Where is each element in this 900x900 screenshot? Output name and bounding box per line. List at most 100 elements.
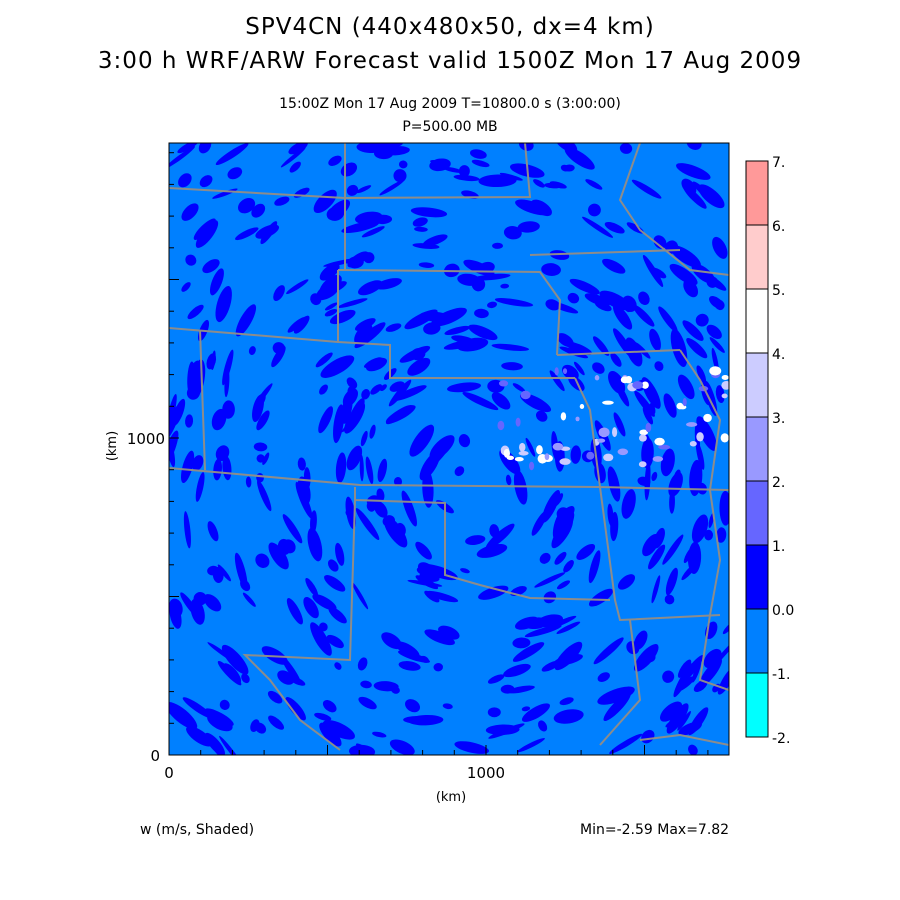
field-blob bbox=[708, 513, 715, 528]
field-blob bbox=[409, 424, 435, 457]
field-blob bbox=[169, 702, 198, 730]
field-blob bbox=[227, 167, 243, 180]
field-blob bbox=[549, 250, 570, 260]
field-blob bbox=[514, 616, 539, 630]
field-blob bbox=[256, 410, 270, 431]
field-blob bbox=[478, 585, 509, 600]
field-blob bbox=[521, 703, 551, 722]
field-blob bbox=[512, 637, 531, 649]
updraft-cell bbox=[518, 450, 529, 456]
field-blob bbox=[287, 317, 306, 333]
field-blob bbox=[658, 306, 678, 333]
field-blob bbox=[433, 662, 443, 672]
field-blob bbox=[337, 298, 368, 309]
field-blob bbox=[178, 173, 192, 188]
field-blob bbox=[715, 385, 725, 404]
updraft-cell bbox=[575, 416, 580, 422]
updraft-cell bbox=[559, 458, 571, 465]
field-blob bbox=[533, 179, 545, 188]
updraft-cell bbox=[721, 393, 728, 399]
updraft-cell bbox=[689, 440, 697, 447]
field-blob bbox=[282, 514, 303, 544]
field-blob bbox=[564, 147, 595, 170]
field-blob bbox=[185, 414, 194, 428]
field-blob bbox=[517, 738, 545, 753]
y-tick-0: 0 bbox=[150, 747, 160, 765]
field-blob bbox=[696, 365, 707, 384]
field-blob bbox=[256, 393, 266, 407]
field-blob bbox=[310, 510, 317, 534]
field-blob bbox=[709, 337, 725, 353]
field-blob bbox=[211, 408, 227, 431]
colorbar-bin bbox=[745, 608, 769, 674]
colorbar-label: 5. bbox=[772, 283, 785, 299]
field-blob bbox=[345, 496, 356, 529]
field-blob bbox=[644, 460, 651, 501]
updraft-cell bbox=[579, 403, 585, 409]
field-blob bbox=[555, 143, 578, 153]
field-blob bbox=[553, 654, 583, 666]
field-blob bbox=[610, 352, 622, 367]
field-blob bbox=[711, 347, 719, 373]
field-blob bbox=[543, 591, 557, 604]
updraft-cell bbox=[696, 432, 704, 442]
y-tick-1000: 1000 bbox=[127, 430, 165, 448]
updraft-cell bbox=[721, 380, 729, 390]
field-blob bbox=[471, 159, 490, 168]
updraft-cell bbox=[720, 433, 729, 443]
field-blob bbox=[342, 388, 358, 407]
plot-frame bbox=[168, 142, 730, 756]
field-blob bbox=[471, 277, 486, 292]
field-blob bbox=[202, 259, 220, 274]
colorbar-bin bbox=[745, 480, 769, 546]
field-blob bbox=[215, 285, 232, 323]
field-blob bbox=[357, 657, 368, 671]
field-blob bbox=[262, 452, 270, 466]
field-blob bbox=[193, 592, 207, 606]
updraft-cell bbox=[519, 442, 526, 452]
field-blob bbox=[539, 552, 551, 564]
field-blob bbox=[181, 203, 199, 221]
field-blob bbox=[185, 254, 197, 266]
field-blob bbox=[393, 477, 403, 487]
field-blob bbox=[650, 267, 667, 279]
field-blob bbox=[314, 712, 332, 721]
field-blob bbox=[288, 143, 308, 155]
field-blob bbox=[407, 357, 431, 376]
field-blob bbox=[382, 515, 395, 527]
field-blob bbox=[530, 199, 552, 217]
field-blob bbox=[180, 592, 199, 617]
x-tick-1000: 1000 bbox=[467, 764, 505, 782]
field-blob bbox=[277, 538, 291, 555]
field-blob bbox=[346, 445, 363, 471]
field-blob bbox=[681, 563, 697, 581]
field-blob bbox=[659, 701, 683, 722]
updraft-cell bbox=[552, 442, 564, 451]
updraft-cell bbox=[685, 422, 698, 427]
field-blob bbox=[274, 196, 290, 206]
field-blob bbox=[373, 501, 388, 518]
plot-title: SPV4CN (440x480x50, dx=4 km) bbox=[245, 14, 655, 40]
field-blob bbox=[295, 481, 313, 519]
plot-subtitle: 3:00 h WRF/ARW Forecast valid 1500Z Mon … bbox=[97, 48, 803, 74]
field-blob bbox=[688, 744, 698, 755]
field-blob bbox=[494, 298, 534, 307]
updraft-cell bbox=[603, 453, 614, 462]
field-blob bbox=[665, 715, 683, 728]
field-blob bbox=[557, 333, 574, 348]
field-blob bbox=[363, 357, 383, 369]
field-blob bbox=[412, 243, 440, 249]
field-blob bbox=[613, 304, 633, 330]
field-blob bbox=[669, 263, 698, 286]
field-blob bbox=[415, 575, 439, 590]
field-blob bbox=[470, 149, 487, 159]
field-blob bbox=[444, 325, 470, 336]
field-blob bbox=[505, 474, 512, 486]
field-blob bbox=[462, 391, 499, 411]
field-blob bbox=[310, 622, 332, 656]
field-blob bbox=[329, 309, 356, 325]
field-blob bbox=[169, 598, 183, 618]
colorbar-bin bbox=[745, 160, 769, 226]
updraft-cell bbox=[638, 461, 647, 468]
field-blob bbox=[212, 566, 224, 584]
